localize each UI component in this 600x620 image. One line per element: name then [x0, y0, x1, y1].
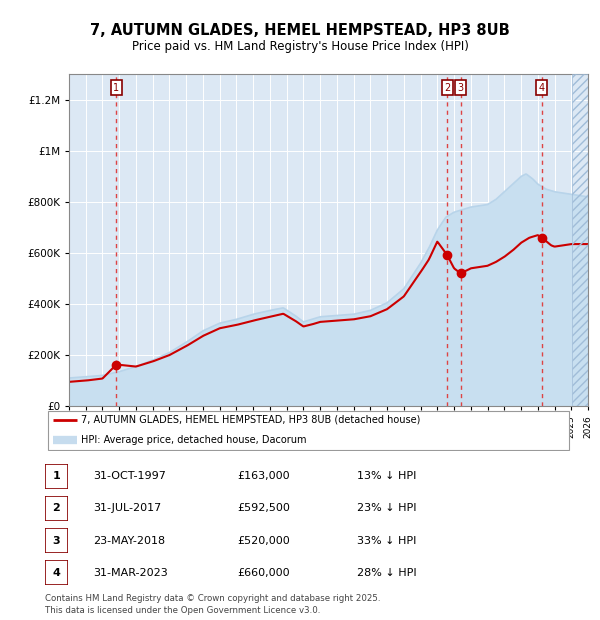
Text: 7, AUTUMN GLADES, HEMEL HEMPSTEAD, HP3 8UB: 7, AUTUMN GLADES, HEMEL HEMPSTEAD, HP3 8…: [90, 23, 510, 38]
Text: £660,000: £660,000: [237, 568, 290, 578]
Text: 31-JUL-2017: 31-JUL-2017: [93, 503, 161, 513]
Text: £592,500: £592,500: [237, 503, 290, 513]
Text: £163,000: £163,000: [237, 471, 290, 481]
Text: 23-MAY-2018: 23-MAY-2018: [93, 536, 165, 546]
Text: 4: 4: [52, 568, 61, 578]
FancyBboxPatch shape: [45, 560, 68, 585]
FancyBboxPatch shape: [45, 496, 68, 521]
Text: HPI: Average price, detached house, Dacorum: HPI: Average price, detached house, Daco…: [81, 435, 307, 445]
Text: 31-OCT-1997: 31-OCT-1997: [93, 471, 166, 481]
Text: 28% ↓ HPI: 28% ↓ HPI: [357, 568, 416, 578]
Text: 3: 3: [458, 82, 464, 93]
Text: 1: 1: [113, 82, 119, 93]
Text: 4: 4: [539, 82, 545, 93]
Text: 13% ↓ HPI: 13% ↓ HPI: [357, 471, 416, 481]
Text: 3: 3: [53, 536, 60, 546]
Text: 31-MAR-2023: 31-MAR-2023: [93, 568, 168, 578]
Text: 23% ↓ HPI: 23% ↓ HPI: [357, 503, 416, 513]
Text: 2: 2: [444, 82, 450, 93]
Text: Contains HM Land Registry data © Crown copyright and database right 2025.
This d: Contains HM Land Registry data © Crown c…: [45, 594, 380, 615]
FancyBboxPatch shape: [47, 411, 569, 449]
Text: 7, AUTUMN GLADES, HEMEL HEMPSTEAD, HP3 8UB (detached house): 7, AUTUMN GLADES, HEMEL HEMPSTEAD, HP3 8…: [81, 415, 420, 425]
Text: 1: 1: [53, 471, 60, 481]
Text: 33% ↓ HPI: 33% ↓ HPI: [357, 536, 416, 546]
Text: £520,000: £520,000: [237, 536, 290, 546]
Text: 2: 2: [53, 503, 60, 513]
FancyBboxPatch shape: [45, 528, 68, 553]
FancyBboxPatch shape: [45, 464, 68, 489]
Text: Price paid vs. HM Land Registry's House Price Index (HPI): Price paid vs. HM Land Registry's House …: [131, 40, 469, 53]
